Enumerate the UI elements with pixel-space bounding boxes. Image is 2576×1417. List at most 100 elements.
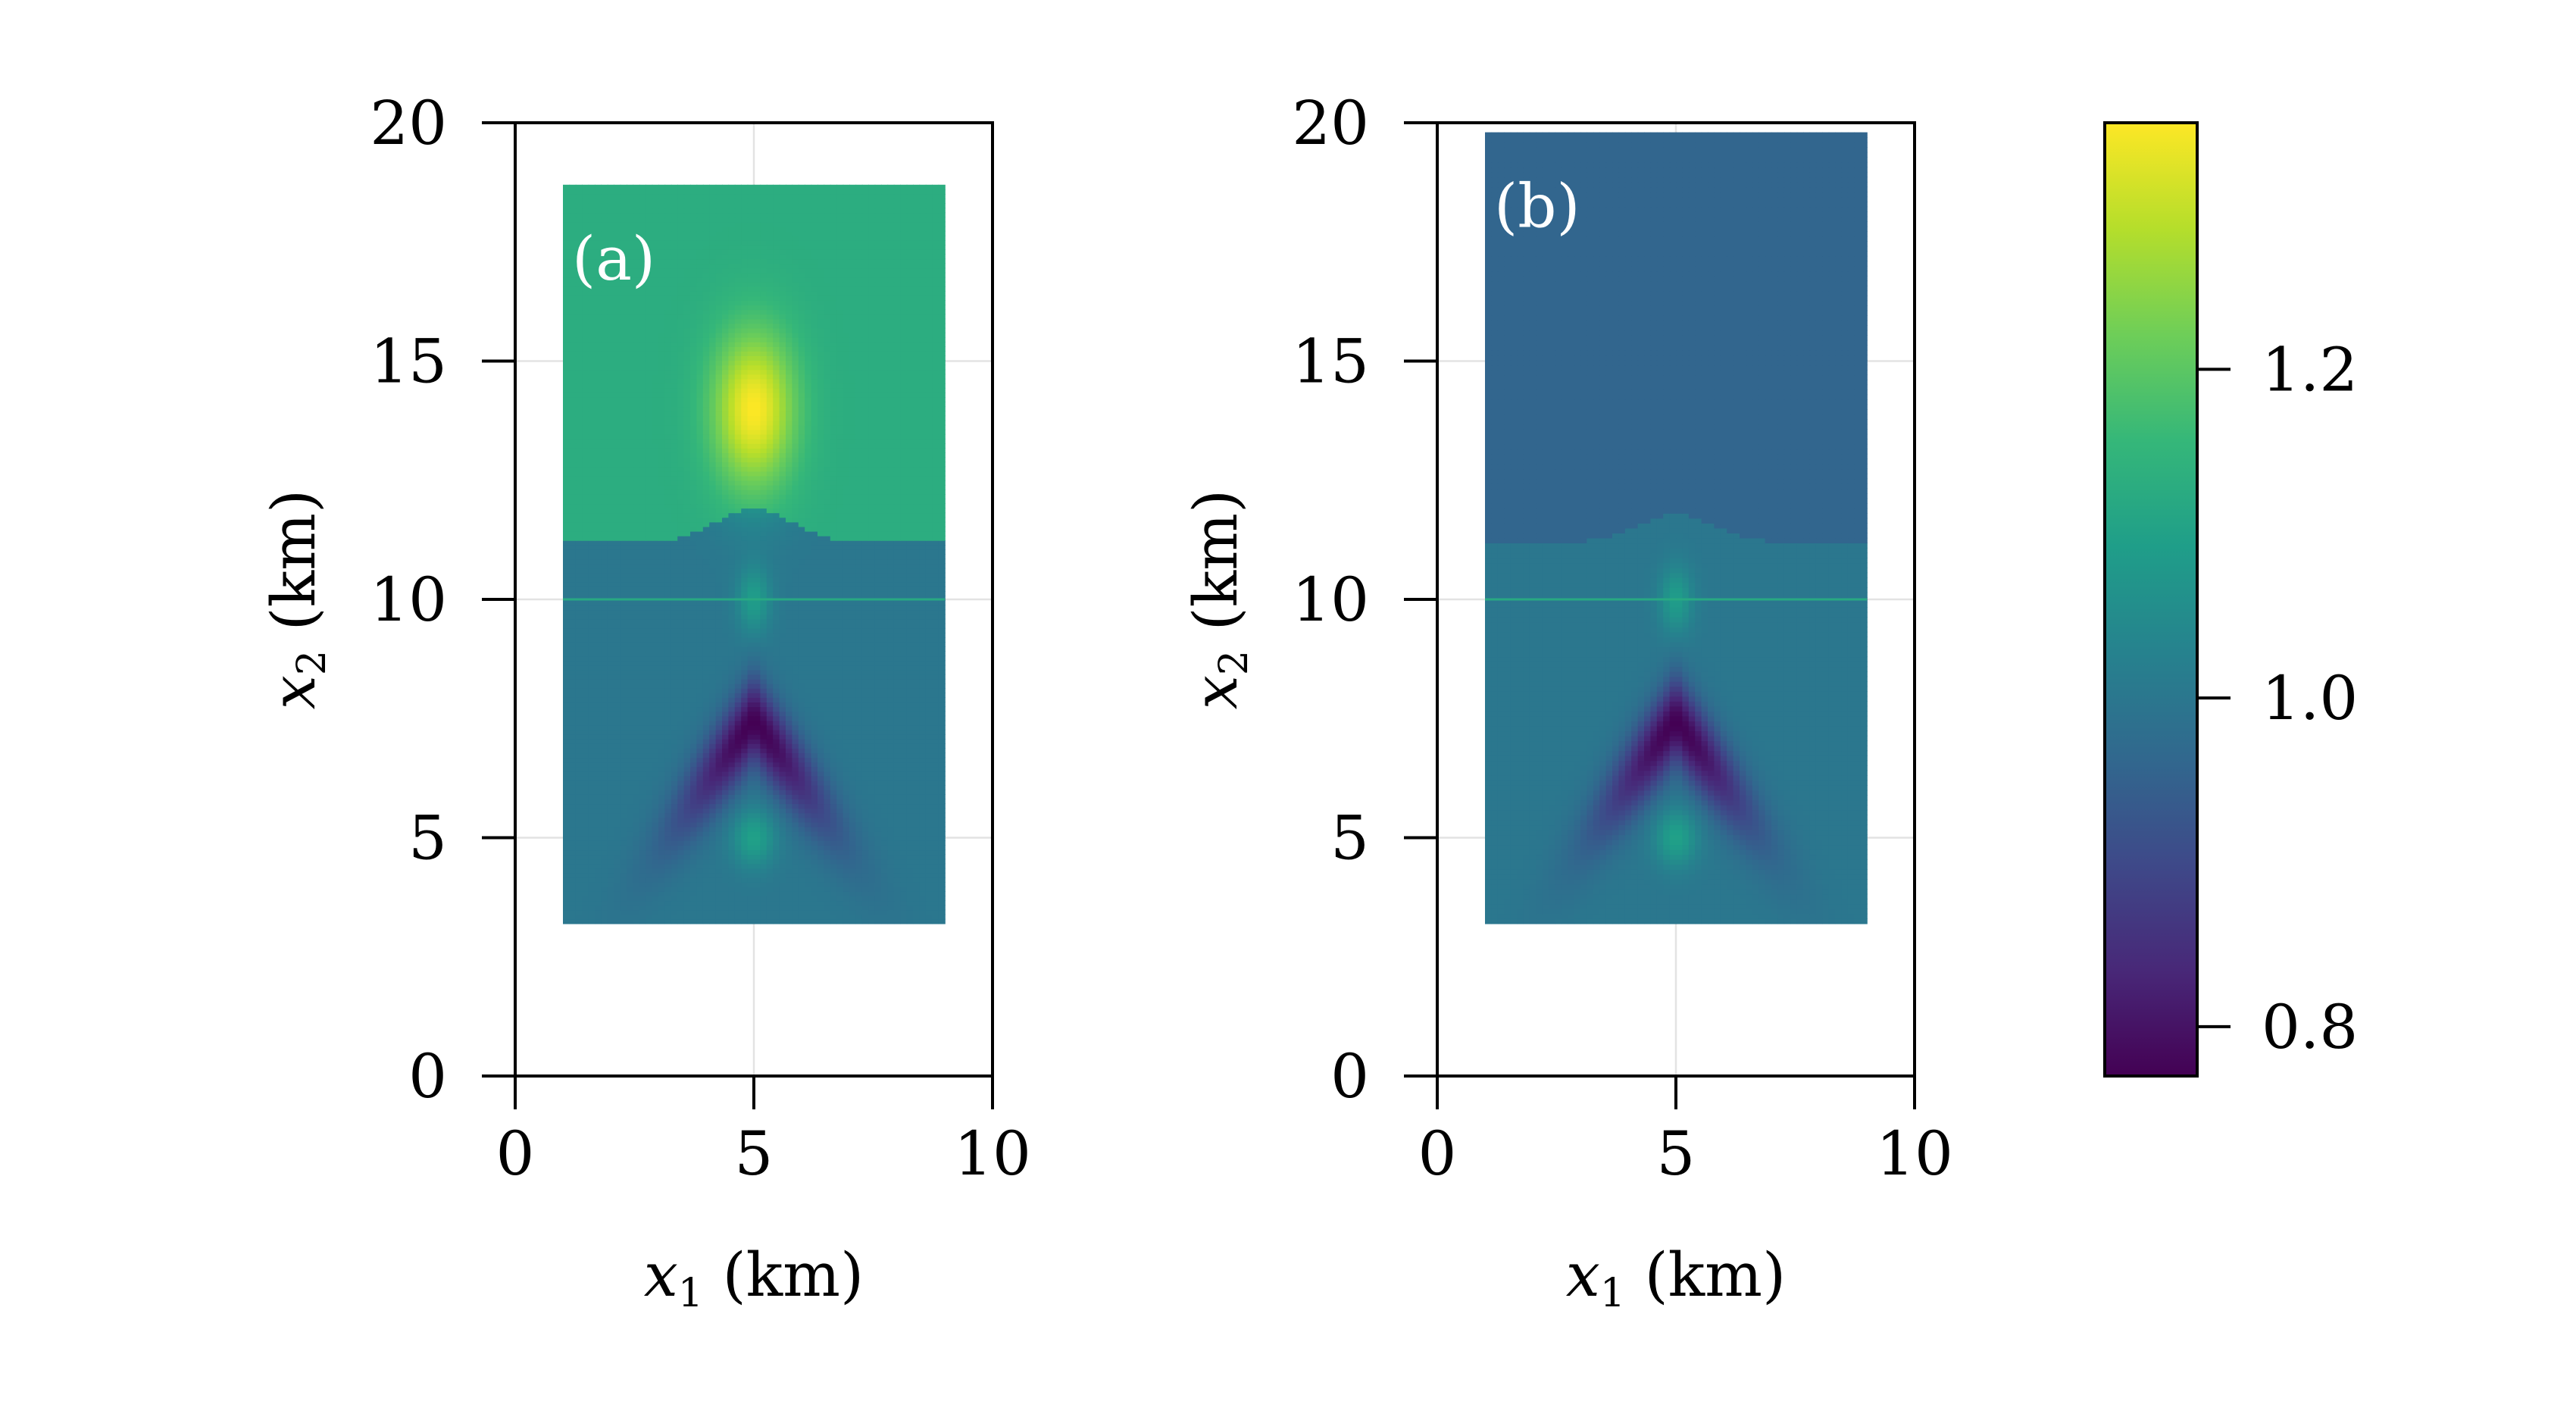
heatmap-cell xyxy=(824,609,831,615)
heatmap-cell xyxy=(582,568,589,574)
heatmap-cell xyxy=(569,572,577,578)
heatmap-cell xyxy=(779,914,786,920)
heatmap-cell xyxy=(658,872,666,878)
heatmap-cell xyxy=(741,711,749,717)
heatmap-cell xyxy=(861,872,869,878)
heatmap-cell xyxy=(773,545,780,550)
heatmap-cell xyxy=(900,909,908,915)
heatmap-cell xyxy=(658,900,666,906)
heatmap-cell xyxy=(786,605,793,611)
heatmap-cell xyxy=(671,863,678,869)
heatmap-cell xyxy=(734,646,742,652)
heatmap-cell xyxy=(818,840,825,846)
heatmap-cell xyxy=(824,881,831,887)
heatmap-cell xyxy=(696,905,704,911)
heatmap-cell xyxy=(786,702,793,708)
heatmap-cell xyxy=(595,808,602,814)
heatmap-cell xyxy=(868,835,876,841)
heatmap-cell xyxy=(818,609,825,615)
heatmap-cell xyxy=(919,720,927,726)
heatmap-cell xyxy=(582,577,589,583)
heatmap-cell xyxy=(595,706,602,712)
heatmap-cell xyxy=(709,605,717,611)
heatmap-cell xyxy=(664,669,672,675)
heatmap-cell xyxy=(925,554,933,560)
heatmap-cell xyxy=(913,642,921,647)
heatmap-cell xyxy=(658,549,666,555)
heatmap-cell xyxy=(913,757,921,763)
heatmap-cell xyxy=(658,706,666,712)
heatmap-cell xyxy=(754,752,761,759)
heatmap-cell xyxy=(715,715,723,721)
heatmap-cell xyxy=(646,729,653,735)
heatmap-cell xyxy=(696,748,704,754)
heatmap-cell xyxy=(773,637,780,643)
heatmap-cell xyxy=(786,738,793,744)
heatmap-cell xyxy=(906,766,914,772)
heatmap-cell xyxy=(779,697,786,703)
heatmap-cell xyxy=(722,655,730,662)
heatmap-cell xyxy=(728,577,736,583)
heatmap-cell xyxy=(607,757,614,763)
heatmap-cell xyxy=(855,609,863,615)
heatmap-cell xyxy=(607,642,614,647)
heatmap-cell xyxy=(861,720,869,726)
heatmap-cell xyxy=(588,914,596,920)
heatmap-cell xyxy=(690,563,698,569)
heatmap-cell xyxy=(722,803,730,809)
heatmap-cell xyxy=(690,799,698,805)
heatmap-cell xyxy=(639,905,646,911)
heatmap-cell xyxy=(830,743,837,749)
heatmap-cell xyxy=(925,706,933,712)
heatmap-cell xyxy=(683,669,691,675)
heatmap-cell xyxy=(754,826,761,832)
heatmap-cell xyxy=(747,554,755,560)
heatmap-cell xyxy=(818,909,825,915)
heatmap-cell xyxy=(741,605,749,611)
heatmap-cell xyxy=(715,845,723,851)
heatmap-cell xyxy=(913,600,921,606)
heatmap-cell xyxy=(741,554,749,560)
heatmap-cell xyxy=(696,808,704,814)
heatmap-cell xyxy=(855,821,863,827)
heatmap-cell xyxy=(702,697,710,703)
heatmap-cell xyxy=(627,771,634,777)
heatmap-cell xyxy=(652,693,659,698)
heatmap-cell xyxy=(601,646,608,652)
heatmap-cell xyxy=(773,877,780,883)
heatmap-cell xyxy=(805,683,812,689)
heatmap-cell xyxy=(754,724,761,730)
heatmap-cell xyxy=(569,693,577,698)
heatmap-cell xyxy=(702,549,710,555)
heatmap-cell xyxy=(893,646,901,652)
heatmap-cell xyxy=(601,840,608,846)
heatmap-cell xyxy=(734,826,742,832)
heatmap-cell xyxy=(734,914,742,920)
heatmap-cell xyxy=(639,909,646,915)
heatmap-cell xyxy=(690,729,698,735)
heatmap-cell xyxy=(627,840,634,846)
heatmap-cell xyxy=(569,757,577,763)
heatmap-cell xyxy=(925,623,933,629)
heatmap-cell xyxy=(627,581,634,587)
heatmap-cell xyxy=(633,812,640,818)
heatmap-cell xyxy=(830,687,837,693)
heatmap-cell xyxy=(938,845,946,851)
heatmap-cell xyxy=(702,632,710,638)
heatmap-cell xyxy=(766,729,774,735)
heatmap-cell xyxy=(627,752,634,759)
heatmap-cell xyxy=(811,748,818,754)
heatmap-cell xyxy=(569,706,577,712)
heatmap-cell xyxy=(658,835,666,841)
heatmap-cell xyxy=(728,702,736,708)
heatmap-cell xyxy=(709,863,717,869)
heatmap-cell xyxy=(906,872,914,878)
heatmap-cell xyxy=(932,660,939,666)
heatmap-cell xyxy=(728,900,736,906)
heatmap-cell xyxy=(690,545,698,550)
heatmap-cell xyxy=(874,840,882,846)
heatmap-cell xyxy=(569,632,577,638)
heatmap-cell xyxy=(754,618,761,624)
heatmap-cell xyxy=(938,905,946,911)
heatmap-cell xyxy=(938,914,946,920)
